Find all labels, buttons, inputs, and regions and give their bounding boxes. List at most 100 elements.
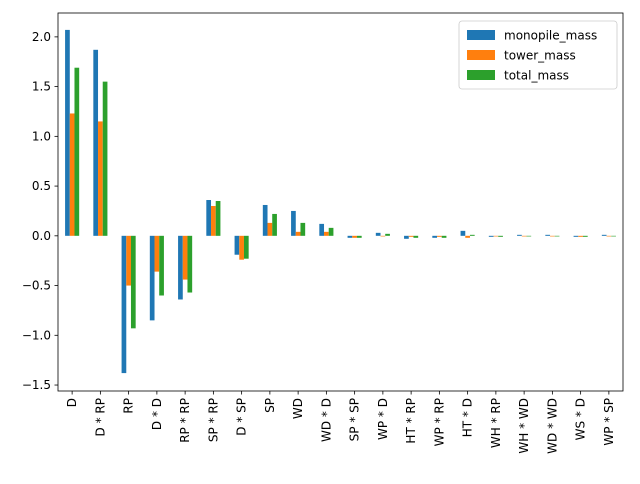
x-tick-label: WP * D — [376, 398, 390, 440]
bar-total_mass-7 — [272, 213, 277, 236]
bar-monopile_mass-7 — [262, 204, 268, 236]
bar-total_mass-12 — [413, 235, 419, 238]
bar-monopile_mass-1 — [93, 49, 99, 236]
bar-monopile_mass-15 — [488, 235, 494, 237]
bar-total_mass-9 — [328, 227, 334, 236]
legend-swatch-monopile_mass — [467, 30, 495, 40]
bar-tower_mass-12 — [408, 235, 414, 237]
bar-tower_mass-18 — [578, 235, 583, 237]
legend: monopile_mass tower_mass total_mass — [458, 20, 618, 90]
legend-swatch-total_mass — [467, 70, 495, 80]
legend-label-total_mass: total_mass — [504, 69, 569, 83]
bar-total_mass-16 — [526, 235, 532, 237]
bar-total_mass-11 — [385, 233, 390, 236]
bar-monopile_mass-19 — [601, 234, 607, 236]
legend-swatch-tower_mass — [467, 50, 495, 60]
legend-label-tower_mass: tower_mass — [504, 49, 576, 63]
bar-monopile_mass-10 — [347, 235, 353, 238]
bar-tower_mass-7 — [267, 222, 273, 236]
bar-total_mass-10 — [356, 235, 362, 238]
bar-tower_mass-4 — [182, 235, 188, 280]
bar-total_mass-4 — [187, 235, 193, 293]
x-tick-label: WD * WD — [545, 398, 559, 454]
bar-total_mass-18 — [582, 235, 588, 237]
bar-tower_mass-11 — [380, 235, 386, 237]
bar-monopile_mass-14 — [460, 230, 466, 236]
bar-tower_mass-1 — [98, 121, 103, 236]
bar-tower_mass-3 — [154, 235, 160, 272]
bars-layer — [65, 29, 616, 374]
x-tick-label: HT * D — [461, 398, 475, 437]
bar-tower_mass-16 — [521, 235, 527, 237]
x-tick-label: RP * RP — [178, 398, 192, 443]
x-tick-label: D * D — [150, 398, 164, 430]
x-tick-label: WD * D — [319, 398, 333, 442]
bar-monopile_mass-6 — [234, 235, 240, 255]
y-tick-label: 1.0 — [32, 129, 51, 143]
x-tick-label: D * RP — [93, 398, 107, 436]
bar-total_mass-6 — [243, 235, 249, 259]
bar-monopile_mass-12 — [404, 235, 409, 239]
bar-total_mass-5 — [215, 201, 221, 236]
bar-total_mass-3 — [159, 235, 164, 296]
bar-total_mass-2 — [130, 235, 136, 329]
bar-tower_mass-2 — [126, 235, 131, 286]
bar-monopile_mass-8 — [291, 210, 296, 236]
bar-tower_mass-14 — [465, 235, 470, 238]
y-tick-label: 0.0 — [32, 229, 51, 243]
bar-total_mass-14 — [469, 234, 475, 236]
x-tick-label: WH * RP — [489, 398, 503, 448]
bar-tower_mass-8 — [295, 231, 301, 236]
y-tick-label: −1.0 — [22, 328, 51, 342]
axes-layer: −1.5 −1.0 −0.5 0.0 0.5 1.0 1.5 2.0 D D * RP RP D * … — [22, 12, 624, 454]
bar-tower_mass-5 — [211, 205, 216, 236]
bar-monopile_mass-3 — [149, 235, 155, 321]
bar-monopile_mass-4 — [178, 235, 183, 300]
x-tick-label: WD — [291, 398, 305, 419]
bar-monopile_mass-18 — [573, 235, 579, 237]
legend-box — [458, 20, 618, 90]
bar-monopile_mass-0 — [65, 29, 70, 236]
x-tick-label: D — [65, 398, 79, 407]
y-tick-label: −0.5 — [22, 279, 51, 293]
bar-tower_mass-19 — [606, 235, 612, 237]
x-tick-label: SP * SP — [348, 398, 362, 441]
bar-total_mass-13 — [441, 235, 447, 238]
bar-total_mass-19 — [611, 235, 616, 237]
y-tick-label: −1.5 — [22, 378, 51, 392]
x-tick-label: WS * D — [574, 398, 588, 440]
x-tick-label: RP — [122, 398, 136, 414]
bar-monopile_mass-5 — [206, 200, 212, 236]
y-tick-label: 2.0 — [32, 30, 51, 44]
bar-monopile_mass-2 — [121, 235, 127, 374]
x-tick-label: D * SP — [235, 398, 249, 436]
x-tick-label: SP — [263, 398, 277, 413]
bar-tower_mass-17 — [550, 235, 555, 237]
bar-monopile_mass-9 — [319, 223, 325, 236]
plot-frame — [57, 12, 624, 392]
bar-tower_mass-0 — [69, 113, 75, 236]
bar-total_mass-17 — [554, 235, 560, 237]
bar-tower_mass-13 — [437, 235, 442, 237]
bar-total_mass-1 — [102, 81, 108, 236]
bar-monopile_mass-17 — [545, 234, 551, 236]
y-tick-label: 0.5 — [32, 179, 51, 193]
bar-total_mass-0 — [74, 67, 80, 236]
bar-tower_mass-6 — [239, 235, 244, 260]
x-tick-label: WP * SP — [602, 398, 616, 446]
x-tick-label: WH * WD — [517, 398, 531, 454]
bar-monopile_mass-16 — [517, 234, 522, 236]
bar-total_mass-8 — [300, 222, 306, 236]
bar-monopile_mass-11 — [375, 232, 381, 236]
bar-tower_mass-15 — [493, 235, 499, 237]
legend-label-monopile_mass: monopile_mass — [504, 29, 597, 43]
x-tick-label: WP * RP — [432, 398, 446, 446]
x-tick-label: SP * RP — [206, 398, 220, 442]
bar-tower_mass-10 — [352, 235, 357, 238]
bar-tower_mass-9 — [324, 231, 329, 236]
bar-total_mass-15 — [498, 235, 503, 237]
x-tick-label: HT * RP — [404, 398, 418, 444]
y-tick-label: 1.5 — [32, 80, 51, 94]
